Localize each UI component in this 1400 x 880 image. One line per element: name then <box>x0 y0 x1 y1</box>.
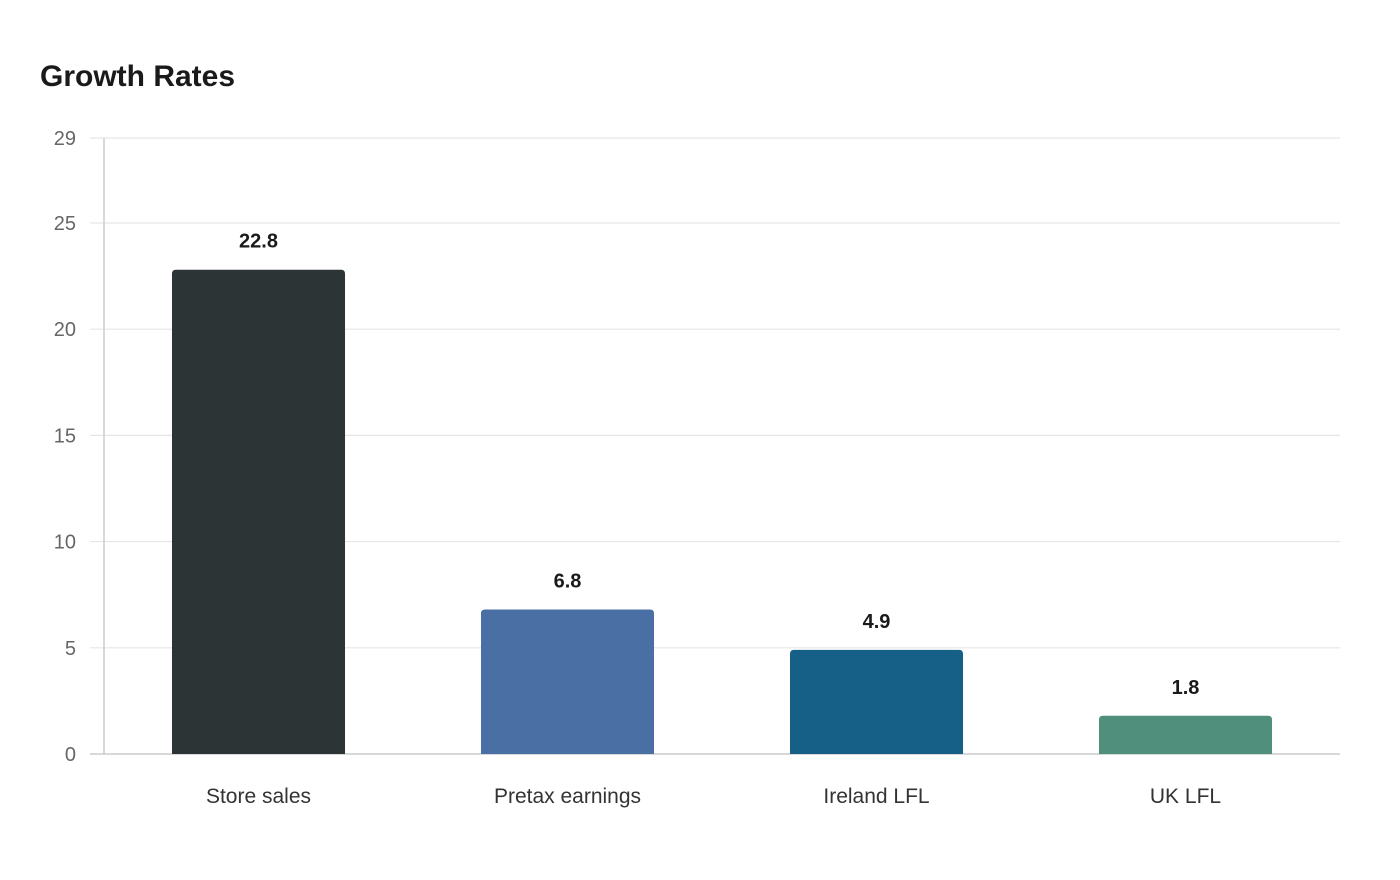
bar-value-label: 4.9 <box>863 611 891 633</box>
x-category-label: Pretax earnings <box>494 785 641 808</box>
x-category-label: UK LFL <box>1150 785 1221 808</box>
y-tick-label: 5 <box>65 638 76 660</box>
bar <box>789 649 964 754</box>
labels: 0 5 10 15 20 25 29 22.8 Store sales 6.8 Pretax ear… <box>54 128 1221 808</box>
x-category-label: Store sales <box>206 785 311 808</box>
bar-value-label: 6.8 <box>554 571 582 593</box>
x-category-label: Ireland LFL <box>823 785 929 808</box>
bar-value-label: 22.8 <box>239 231 278 253</box>
y-tick-label: 0 <box>65 744 76 766</box>
y-tick-label: 25 <box>54 213 76 235</box>
bar <box>171 269 346 754</box>
y-tick-label: 29 <box>54 128 76 150</box>
y-tick-label: 10 <box>54 532 76 554</box>
bar-value-label: 1.8 <box>1172 677 1200 699</box>
y-tick-label: 15 <box>54 425 76 447</box>
bar <box>480 609 655 754</box>
bar <box>1098 715 1273 754</box>
chart-title: Growth Rates <box>40 60 236 93</box>
y-tick-label: 20 <box>54 319 76 341</box>
bars <box>171 269 1273 754</box>
